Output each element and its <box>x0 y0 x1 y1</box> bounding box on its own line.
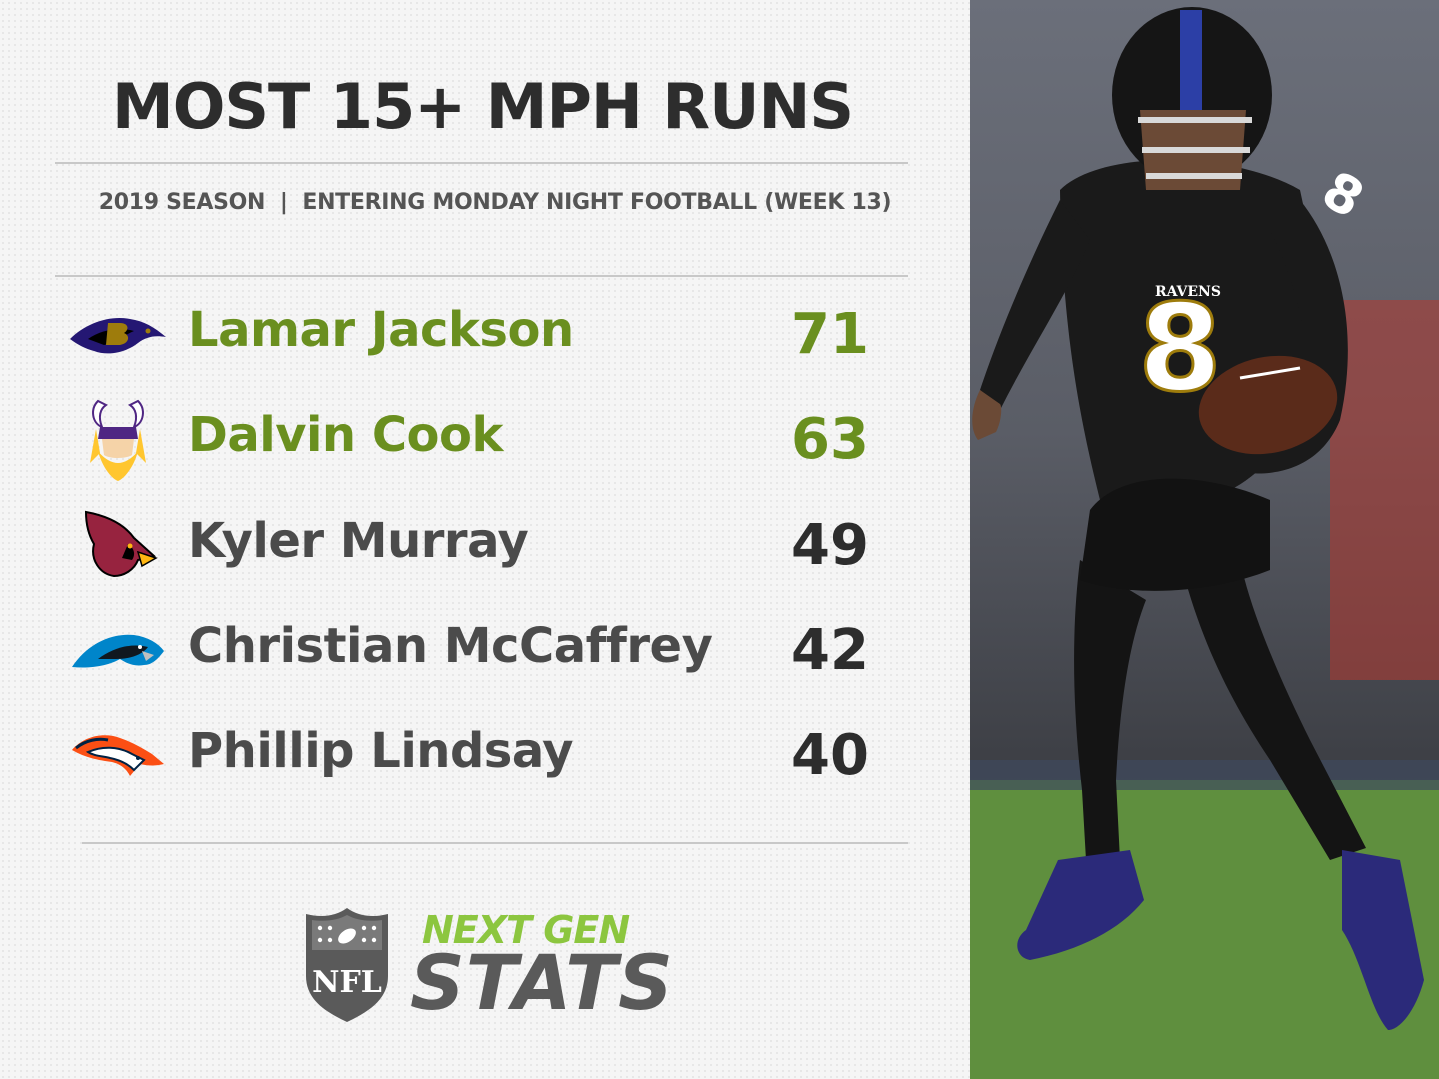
ravens-logo-icon <box>68 288 168 378</box>
player-count: 63 <box>791 407 869 472</box>
svg-text:RAVENS: RAVENS <box>1155 284 1221 300</box>
svg-text:8: 8 <box>1138 280 1222 419</box>
left-panel: MOST 15+ MPH RUNS 2019 SEASON | ENTERING… <box>0 0 970 1079</box>
divider-middle <box>55 275 908 277</box>
nfl-shield-icon: NFL <box>300 906 394 1024</box>
svg-text:8: 8 <box>1312 160 1373 230</box>
player-row: Kyler Murray 49 <box>0 499 960 589</box>
player-count: 40 <box>791 723 869 788</box>
player-count: 42 <box>791 618 869 683</box>
player-row: Lamar Jackson 71 <box>0 288 960 378</box>
panthers-logo-icon <box>68 604 168 694</box>
broncos-logo-icon <box>68 709 168 799</box>
svg-text:NFL: NFL <box>312 965 382 1000</box>
brand-next-gen: NEXT GEN <box>422 908 630 952</box>
cardinals-logo-icon <box>68 499 168 589</box>
player-photo: 8 RAVENS 8 <box>970 0 1439 1079</box>
player-row: Christian McCaffrey 42 <box>0 604 960 694</box>
vikings-logo-icon <box>68 393 168 483</box>
divider-top <box>55 162 908 164</box>
player-name: Christian McCaffrey <box>188 618 713 674</box>
player-name: Dalvin Cook <box>188 407 503 463</box>
page-title: MOST 15+ MPH RUNS <box>112 70 854 143</box>
player-name: Kyler Murray <box>188 513 529 569</box>
player-count: 49 <box>791 513 869 578</box>
player-row: Phillip Lindsay 40 <box>0 709 960 799</box>
player-count: 71 <box>791 302 869 367</box>
brand-stats: STATS <box>410 938 674 1027</box>
page-subtitle: 2019 SEASON | ENTERING MONDAY NIGHT FOOT… <box>98 190 892 215</box>
player-name: Lamar Jackson <box>188 302 574 358</box>
player-name: Phillip Lindsay <box>188 723 574 779</box>
divider-bottom <box>82 842 908 844</box>
player-row: Dalvin Cook 63 <box>0 393 960 483</box>
next-gen-stats-logo: NFL NEXT GEN STATS <box>300 900 700 1030</box>
